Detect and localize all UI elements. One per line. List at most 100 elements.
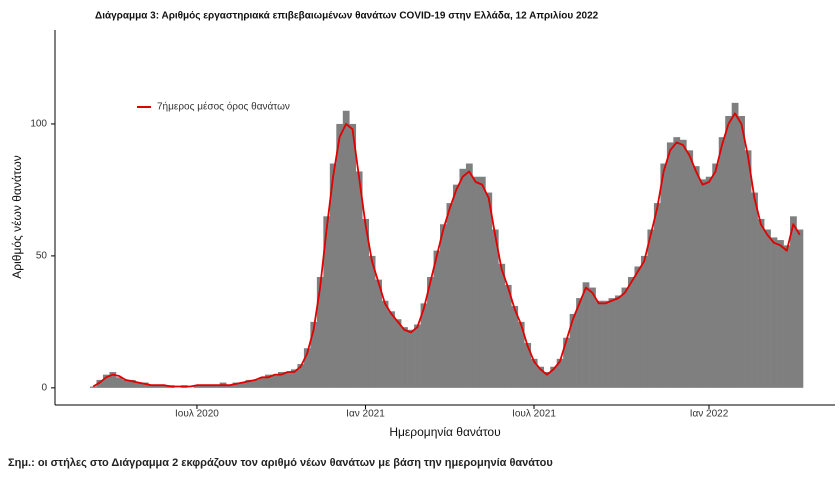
- bar: [524, 342, 532, 388]
- bar: [550, 366, 557, 388]
- bar: [712, 163, 720, 388]
- bar: [563, 337, 570, 388]
- bar: [193, 385, 201, 388]
- bar: [381, 300, 389, 388]
- bar: [239, 382, 246, 388]
- bar: [718, 137, 726, 388]
- bar: [699, 179, 707, 388]
- bar: [705, 176, 713, 388]
- bar: [329, 163, 337, 388]
- bar: [692, 166, 700, 388]
- bar: [375, 279, 382, 388]
- footnote: Σημ.: οι στήλες στο Διάγραμμα 2 εκφράζου…: [8, 457, 553, 469]
- bar: [109, 372, 117, 388]
- bar: [582, 282, 590, 388]
- bar: [135, 382, 143, 388]
- bar: [427, 277, 434, 388]
- bar: [336, 123, 344, 388]
- bar: [478, 176, 486, 388]
- bar: [615, 295, 622, 388]
- bar: [790, 216, 797, 388]
- bar: [154, 385, 162, 388]
- bar: [647, 229, 655, 388]
- bar: [569, 313, 577, 388]
- bar: [770, 237, 778, 388]
- x-tick-label: Ιαν 2021: [346, 409, 385, 420]
- bar: [232, 382, 240, 388]
- bar: [310, 321, 318, 388]
- bar: [226, 385, 233, 388]
- bar: [777, 240, 784, 388]
- bar: [744, 150, 752, 388]
- bar: [738, 116, 745, 388]
- bar: [394, 319, 402, 388]
- bar: [660, 163, 668, 388]
- bar: [686, 150, 694, 388]
- bar: [517, 321, 525, 388]
- bar: [465, 163, 473, 388]
- bar: [757, 218, 765, 388]
- bar: [511, 306, 519, 388]
- bar: [608, 298, 616, 388]
- y-tick-label: 50: [36, 251, 48, 262]
- bar: [666, 142, 674, 388]
- bar: [440, 224, 447, 388]
- bar: [342, 110, 350, 388]
- bar: [102, 374, 110, 388]
- bar: [96, 379, 104, 388]
- bar: [323, 216, 331, 388]
- bar: [128, 379, 136, 388]
- bar: [725, 116, 732, 388]
- bar: [537, 366, 545, 388]
- bar: [213, 385, 220, 388]
- bar: [472, 176, 480, 388]
- bar: [115, 377, 123, 388]
- bar: [530, 358, 538, 388]
- bar: [265, 374, 272, 388]
- bar: [362, 218, 370, 388]
- bar: [640, 255, 648, 388]
- bar: [284, 372, 292, 388]
- bar: [602, 300, 609, 388]
- bar: [388, 311, 395, 388]
- bar: [556, 358, 564, 388]
- average-line: [92, 112, 801, 388]
- bar: [141, 382, 149, 388]
- bar: [297, 364, 305, 388]
- bar: [543, 372, 551, 388]
- bar: [653, 203, 661, 388]
- bar: [407, 329, 415, 388]
- bar: [271, 374, 279, 388]
- bar: [90, 386, 97, 388]
- x-axis-title: Ημερομηνία θανάτου: [389, 425, 500, 439]
- bar: [452, 184, 460, 388]
- bar: [349, 123, 357, 388]
- bar: [764, 229, 771, 388]
- y-tick-label: 0: [41, 382, 47, 393]
- bar: [316, 277, 324, 388]
- bar: [401, 327, 408, 388]
- bar: [252, 379, 259, 388]
- bar: [576, 298, 583, 388]
- bar: [303, 348, 311, 388]
- bar: [245, 379, 253, 388]
- bar: [122, 379, 130, 388]
- bar: [796, 229, 804, 388]
- bar: [161, 385, 169, 388]
- bar: [783, 245, 791, 388]
- bar: [491, 229, 499, 388]
- bar: [627, 277, 635, 388]
- bar: [731, 102, 739, 388]
- bar: [634, 266, 642, 388]
- bar: [589, 287, 596, 388]
- bar: [751, 192, 758, 388]
- y-axis-title: Αριθμός νέων θανάτων: [10, 155, 24, 278]
- x-tick-label: Ιαν 2022: [690, 409, 729, 420]
- bar: [368, 255, 376, 388]
- bar: [355, 171, 363, 388]
- bar: [290, 369, 298, 388]
- bar: [258, 377, 266, 388]
- chart-title: Διάγραμμα 3: Αριθμός εργαστηριακά επιβεβ…: [95, 11, 599, 22]
